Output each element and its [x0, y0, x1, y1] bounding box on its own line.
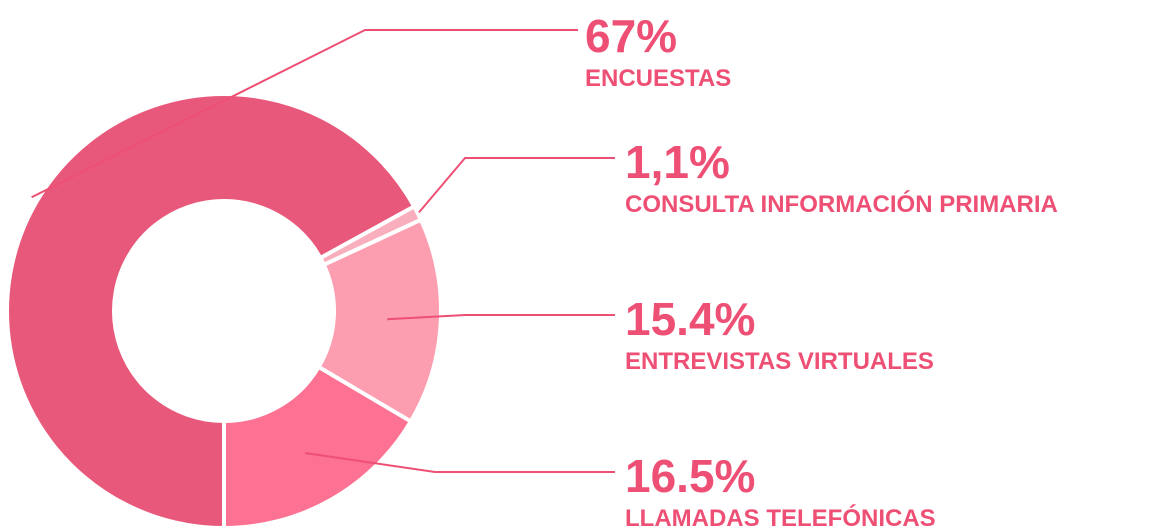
leader-line [387, 314, 615, 321]
donut-slice [315, 217, 443, 425]
value-label: 16.5% [625, 450, 755, 502]
leader-line [418, 157, 615, 214]
category-label: LLAMADAS TELEFÓNICAS [625, 504, 936, 531]
donut-slice [5, 92, 417, 531]
category-label: ENTREVISTAS VIRTUALES [625, 348, 934, 375]
donut-slice [222, 364, 414, 531]
value-label: 67% [585, 10, 677, 62]
leader-line [304, 452, 615, 473]
value-label: 1,1% [625, 136, 730, 188]
leader-line [31, 29, 578, 199]
value-label: 15.4% [625, 293, 755, 345]
category-label: CONSULTA INFORMACIÓN PRIMARIA [625, 190, 1058, 218]
category-label: ENCUESTAS [585, 65, 731, 92]
